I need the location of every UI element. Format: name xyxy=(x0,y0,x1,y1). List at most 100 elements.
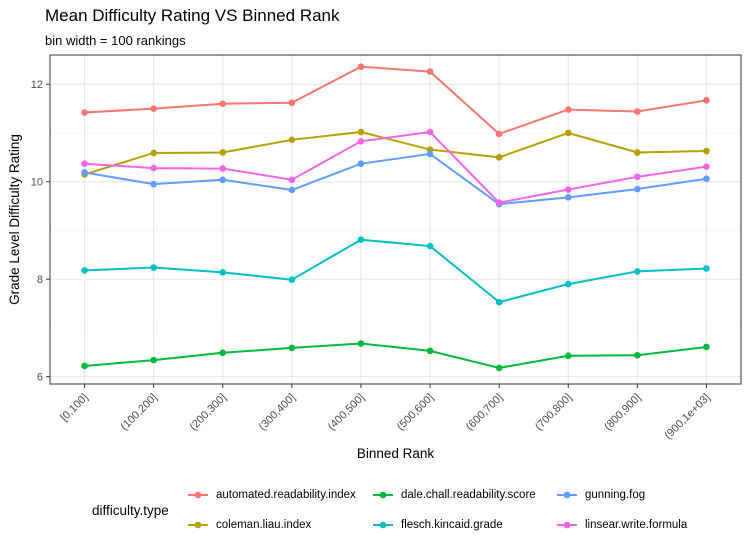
data-point xyxy=(634,173,641,181)
chart-subtitle: bin width = 100 rankings xyxy=(45,33,186,48)
data-point xyxy=(288,176,296,184)
legend-title: difficulty.type xyxy=(92,503,169,518)
x-tick-label: (700,800] xyxy=(533,392,574,433)
data-point xyxy=(703,343,710,351)
data-point xyxy=(426,347,434,355)
legend-label: linsear.write.formula xyxy=(585,519,688,531)
legend-label: dale.chall.readability.score xyxy=(401,489,536,501)
legend-item: gunning.fog xyxy=(555,486,645,504)
legend-key xyxy=(188,521,208,529)
series-line-linsear.write.formula xyxy=(84,131,707,204)
series-line-automated.readability.index xyxy=(84,65,707,135)
data-point xyxy=(357,63,365,70)
data-point xyxy=(634,149,641,156)
data-point xyxy=(357,160,365,167)
y-tick-label: 8 xyxy=(37,274,43,286)
legend-key xyxy=(188,491,208,499)
data-point xyxy=(81,362,88,370)
data-point xyxy=(495,364,503,372)
data-point xyxy=(703,265,710,272)
data-point xyxy=(426,150,434,158)
data-point xyxy=(357,137,365,145)
data-point xyxy=(288,136,296,144)
x-axis-title: Binned Rank xyxy=(357,446,435,461)
data-point xyxy=(495,154,503,161)
x-tick-label: (900,1e+03] xyxy=(662,392,712,442)
y-tick-label: 10 xyxy=(31,177,43,189)
data-point xyxy=(288,276,296,283)
data-point xyxy=(703,163,710,170)
x-tick-label: [0,100] xyxy=(58,392,90,424)
data-point xyxy=(150,105,157,112)
data-point xyxy=(357,128,365,136)
data-point xyxy=(150,164,157,172)
data-point xyxy=(219,165,227,172)
data-point xyxy=(634,351,641,359)
data-point xyxy=(81,267,88,274)
data-point xyxy=(219,100,227,108)
legend-item: coleman.liau.index xyxy=(186,516,311,534)
data-point xyxy=(495,199,503,206)
x-tick-label: (500,600] xyxy=(395,392,436,433)
data-point xyxy=(564,194,572,201)
data-point xyxy=(634,108,641,115)
data-point xyxy=(81,160,88,167)
data-point xyxy=(495,130,503,138)
x-tick-label: (300,400] xyxy=(257,392,298,433)
data-point xyxy=(703,175,710,183)
legend-item: flesch.kincaid.grade xyxy=(371,516,503,534)
data-point xyxy=(564,280,572,288)
series-line-coleman.liau.index xyxy=(84,131,707,176)
data-point xyxy=(634,185,641,193)
data-point xyxy=(288,99,296,107)
chart-title: Mean Difficulty Rating VS Binned Rank xyxy=(45,6,340,25)
data-point xyxy=(564,352,572,360)
x-tick-label: (400,500] xyxy=(326,392,367,433)
data-point xyxy=(288,344,296,352)
data-point xyxy=(564,106,572,113)
legend-label: flesch.kincaid.grade xyxy=(401,519,503,531)
x-tick-label: (600,700] xyxy=(464,392,505,433)
x-tick-label: (100,200] xyxy=(118,392,159,433)
series-line-gunning.fog xyxy=(84,152,707,206)
data-point xyxy=(150,180,157,188)
legend-label: gunning.fog xyxy=(585,489,646,501)
data-point xyxy=(150,149,157,157)
data-point xyxy=(219,149,227,156)
data-point xyxy=(426,68,434,75)
y-tick-label: 6 xyxy=(37,372,43,384)
legend-item: automated.readability.index xyxy=(186,486,356,504)
legend-key xyxy=(373,491,393,499)
legend-key xyxy=(557,521,577,529)
data-point xyxy=(703,97,710,104)
data-point xyxy=(703,147,710,155)
legend-item: linsear.write.formula xyxy=(555,516,687,534)
series-line-dale.chall.readability.score xyxy=(84,342,707,369)
data-point xyxy=(81,169,88,176)
plot-panel-border xyxy=(49,54,742,385)
y-axis-title: Grade Level Difficulty Rating xyxy=(7,134,22,305)
data-point xyxy=(426,242,434,250)
data-point xyxy=(219,269,227,276)
data-point xyxy=(634,268,641,275)
data-point xyxy=(357,236,365,244)
data-point xyxy=(495,298,503,306)
legend-item: dale.chall.readability.score xyxy=(371,486,536,504)
series-line-flesch.kincaid.grade xyxy=(84,238,707,304)
data-point xyxy=(219,349,227,357)
data-point xyxy=(219,176,227,184)
legend-label: coleman.liau.index xyxy=(216,519,312,531)
data-point xyxy=(81,109,88,116)
y-tick-label: 12 xyxy=(31,79,43,91)
x-tick-label: (200,300] xyxy=(188,392,229,433)
data-point xyxy=(564,129,572,137)
data-point xyxy=(357,340,365,347)
data-point xyxy=(150,356,157,364)
data-point xyxy=(150,264,157,271)
legend-key xyxy=(373,521,393,529)
data-point xyxy=(288,186,296,194)
data-point xyxy=(426,128,434,136)
line-chart: 6 8 10 12 [0,100] (100,200] (200,300] (300,400]… xyxy=(7,54,742,461)
legend-key xyxy=(557,491,577,499)
x-tick-label: (800,900] xyxy=(602,392,643,433)
